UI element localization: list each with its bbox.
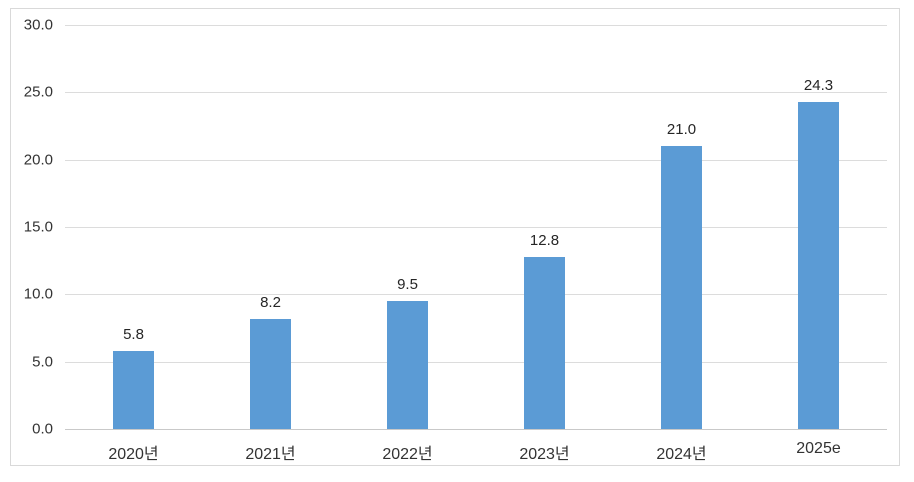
gridline [65,25,887,26]
x-axis-tick-label: 2020년 [108,446,159,463]
y-axis-tick-label: 25.0 [23,83,53,101]
x-axis-tick-label: 2025e [796,440,841,457]
bar-value-label: 5.8 [123,325,144,343]
chart-frame: 0.0 5.0 10.0 15.0 20.0 25.0 30.0 5.8 2020년 8.2 202… [10,8,900,466]
bar-2021년 [250,318,291,429]
x-axis-tick-label: 2021년 [245,446,296,463]
gridline [65,92,887,94]
bar-value-label: 12.8 [529,231,560,249]
x-axis-tick-label: 2024년 [656,446,707,463]
bar-value-label: 8.2 [260,293,281,311]
bar-2022년 [387,301,428,429]
bar-2025e [798,101,839,429]
bar-2023년 [524,256,565,429]
gridline [65,361,887,363]
y-axis-tick-label: 5.0 [32,353,53,371]
bar-2024년 [661,146,702,429]
x-axis-tick-label: 2023년 [519,446,570,463]
plot-area: 0.0 5.0 10.0 15.0 20.0 25.0 30.0 5.8 2020년 8.2 202… [24,17,887,463]
bar-value-label: 9.5 [397,276,418,294]
x-axis-line [65,429,887,430]
gridline [65,159,887,161]
y-axis-tick-label: 10.0 [23,285,53,303]
gridline [65,294,887,296]
gridline [65,227,887,228]
bar-2020년 [113,350,154,429]
bar-value-label: 24.3 [803,76,834,94]
x-axis-tick-label: 2022년 [382,446,433,463]
y-axis-tick-label: 0.0 [32,420,53,438]
y-axis-tick-label: 30.0 [23,16,53,34]
y-axis-tick-label: 15.0 [23,218,53,236]
y-axis-tick-label: 20.0 [23,151,53,169]
bar-value-label: 21.0 [666,121,697,139]
